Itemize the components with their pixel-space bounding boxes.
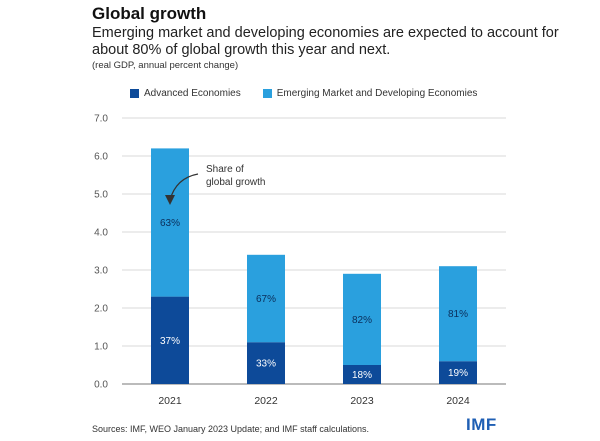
x-tick-label: 2021 (158, 395, 182, 407)
chart-subtitle: Emerging market and developing economies… (92, 25, 559, 58)
legend-label-advanced: Advanced Economies (144, 88, 241, 99)
annotation-arrowhead (165, 195, 175, 205)
y-tick-label: 6.0 (94, 152, 108, 163)
data-label: 33% (256, 359, 276, 370)
bar-emerging-2022 (247, 254, 285, 343)
y-tick-label: 7.0 (94, 114, 108, 125)
x-tick-label: 2023 (350, 395, 374, 407)
y-tick-label: 1.0 (94, 342, 108, 353)
data-label: 19% (448, 368, 468, 379)
legend-swatch-advanced (130, 89, 139, 98)
legend-swatch-emerging (262, 89, 272, 98)
data-label: 81% (448, 309, 468, 320)
annotation-line-1: Share of (206, 164, 244, 175)
y-tick-label: 4.0 (94, 228, 108, 239)
legend: Advanced Economies Emerging Market and D… (130, 88, 499, 99)
bar-advanced-2023 (343, 365, 381, 384)
bar-advanced-2022 (247, 342, 285, 384)
bar-emerging-2021 (151, 148, 189, 297)
y-tick-label: 2.0 (94, 304, 108, 315)
data-label: 82% (352, 315, 372, 326)
bar-advanced-2021 (151, 296, 189, 384)
x-tick-label: 2022 (254, 395, 278, 407)
legend-item-emerging: Emerging Market and Developing Economies (262, 88, 478, 99)
y-tick-label: 5.0 (94, 190, 108, 201)
bar-advanced-2024 (439, 361, 477, 384)
data-label: 63% (160, 218, 180, 229)
source-note: Sources: IMF, WEO January 2023 Update; a… (92, 424, 369, 434)
annotation-line-2: global growth (206, 177, 265, 188)
chart-units-note: (real GDP, annual percent change) (92, 60, 239, 71)
legend-label-emerging: Emerging Market and Developing Economies (276, 88, 478, 99)
data-label: 37% (160, 336, 180, 347)
chart-title: Global growth (92, 4, 207, 23)
bar-emerging-2023 (343, 273, 381, 365)
y-tick-label: 0.0 (94, 380, 108, 391)
y-tick-label: 3.0 (94, 266, 108, 277)
imf-logo: IMF (466, 415, 497, 434)
data-label: 67% (256, 294, 276, 305)
bar-emerging-2024 (439, 266, 477, 362)
legend-item-advanced: Advanced Economies (130, 88, 241, 99)
data-label: 18% (352, 370, 372, 381)
x-tick-label: 2024 (446, 395, 470, 407)
